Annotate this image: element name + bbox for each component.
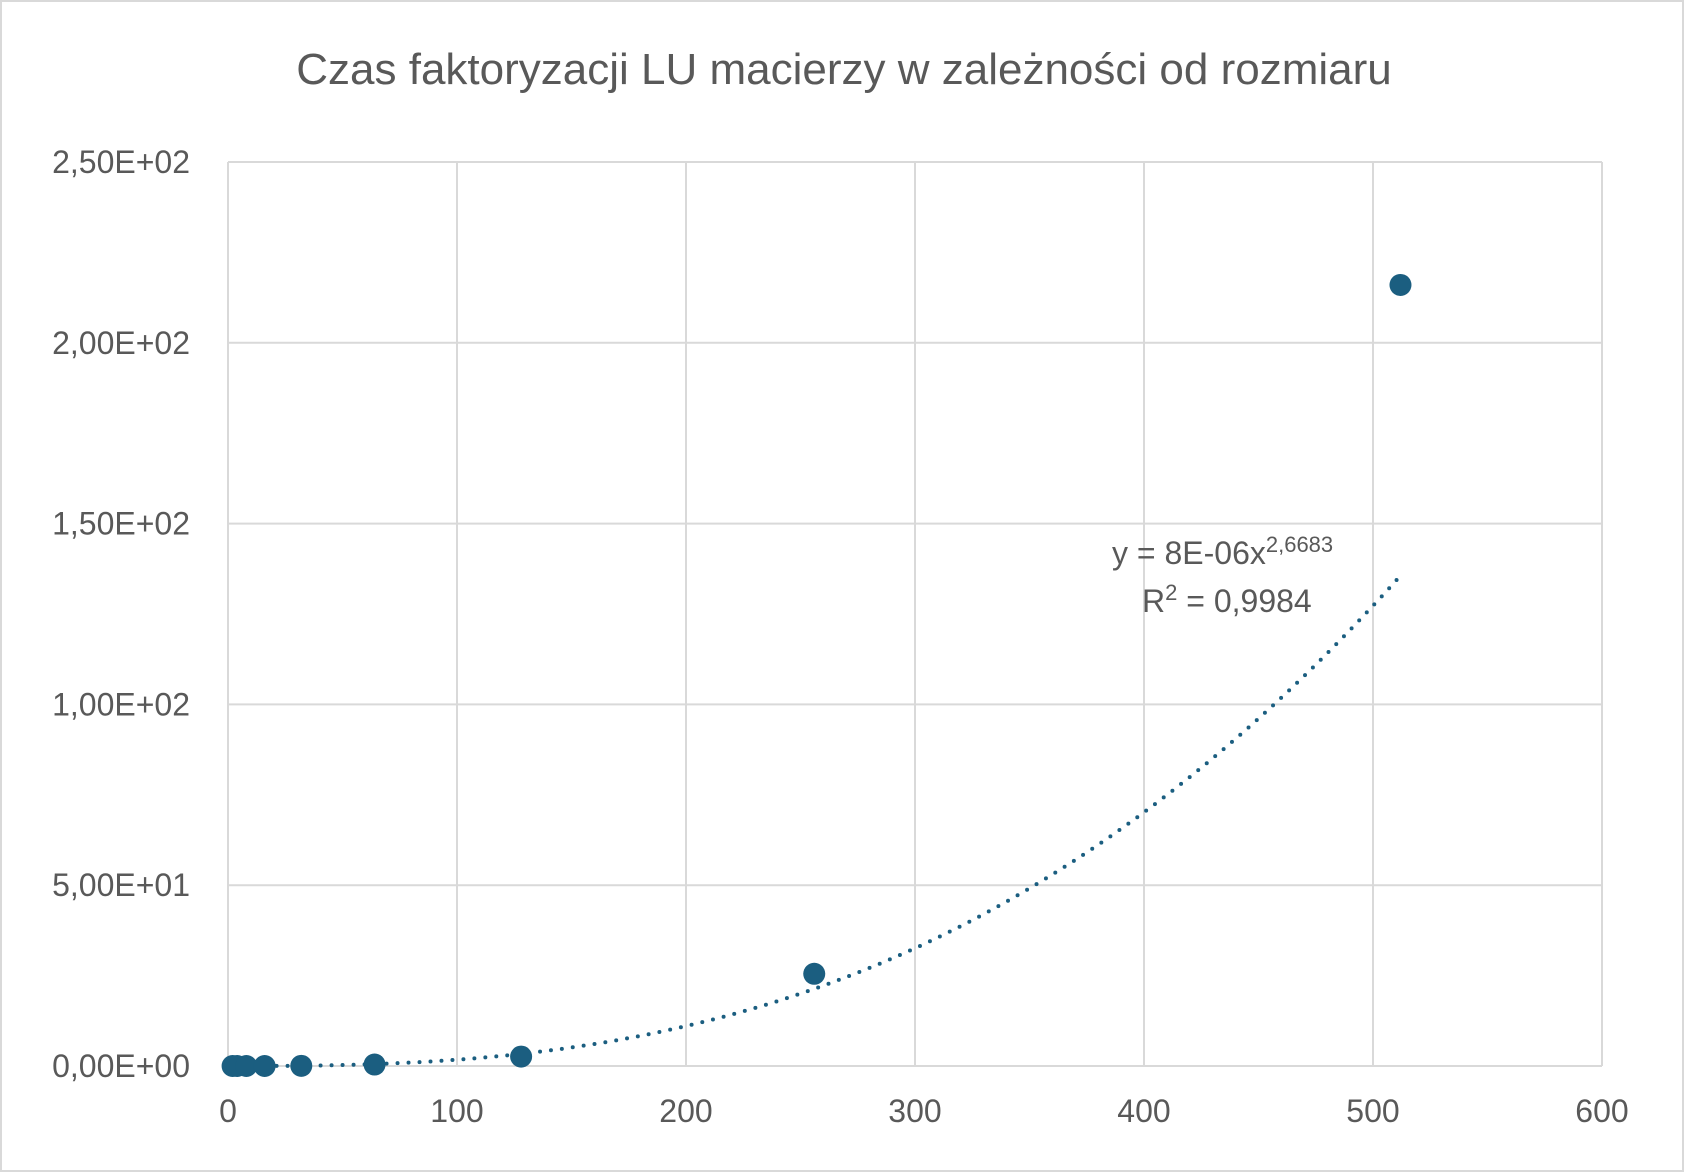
x-tick-label: 500 (1346, 1093, 1399, 1129)
chart-title: Czas faktoryzacji LU macierzy w zależnoś… (296, 45, 1391, 94)
axis-layer (227, 162, 1602, 1067)
trendline-equation-text: y = 8E-06x2,6683 (1112, 532, 1333, 571)
equation-prefix: y = 8E-06x (1112, 535, 1266, 571)
trendline-layer (230, 573, 1403, 1068)
y-tick-label: 2,00E+02 (52, 325, 190, 361)
data-point (803, 962, 826, 985)
y-tick-label: 1,50E+02 (52, 506, 190, 542)
r2-value: = 0,9984 (1177, 583, 1311, 619)
y-tick-label: 2,50E+02 (52, 144, 190, 180)
data-point (253, 1055, 276, 1077)
x-tick-label: 400 (1117, 1093, 1170, 1129)
data-point (1389, 273, 1412, 296)
tick-label-layer: 0 100 200 300 400 500 600 0,00E+00 5,00E+01 1,00E… (52, 144, 1629, 1129)
x-tick-label: 0 (219, 1093, 237, 1129)
data-point (510, 1045, 533, 1068)
x-tick-label: 300 (888, 1093, 941, 1129)
y-tick-label: 1,00E+02 (52, 686, 190, 722)
x-tick-label: 100 (430, 1093, 483, 1129)
x-tick-label: 200 (659, 1093, 712, 1129)
point-layer (221, 273, 1412, 1077)
data-point (363, 1053, 386, 1076)
r2-base: R (1142, 583, 1165, 619)
trendline-equation: y = 8E-06x2,6683 R2 = 0,9984 (1112, 532, 1333, 619)
trendline-curve (230, 573, 1403, 1068)
y-tick-label: 5,00E+01 (52, 867, 190, 903)
grid-layer (227, 161, 1603, 1067)
data-point (290, 1054, 313, 1077)
y-tick-label: 0,00E+00 (52, 1048, 190, 1084)
data-point (235, 1055, 258, 1077)
equation-exponent: 2,6683 (1266, 532, 1333, 557)
x-tick-label: 600 (1575, 1093, 1628, 1129)
r2-exponent: 2 (1165, 580, 1177, 605)
trendline-r2-text: R2 = 0,9984 (1142, 580, 1312, 619)
